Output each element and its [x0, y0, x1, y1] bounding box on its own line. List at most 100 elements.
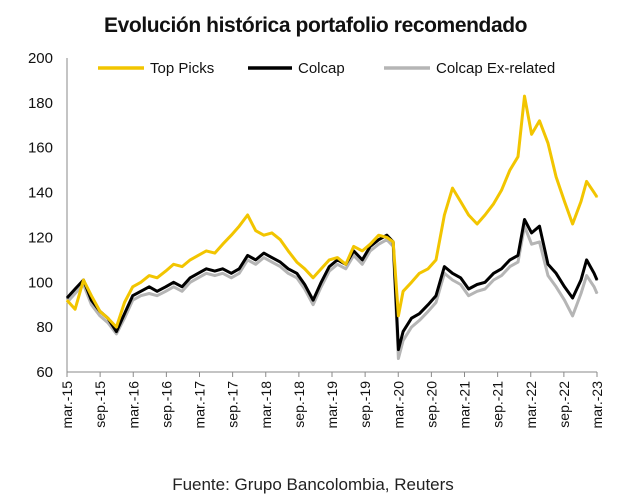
data-point [189, 281, 191, 283]
legend-item-colcap-ex-related: Colcap Ex-related [384, 60, 555, 77]
data-point [386, 236, 388, 238]
data-point [328, 270, 330, 272]
data-point [493, 272, 495, 274]
x-tick-label: mar.-16 [125, 381, 141, 429]
data-point [361, 259, 363, 261]
data-point [410, 317, 413, 319]
data-point [107, 322, 109, 324]
data-point [296, 261, 298, 263]
legend-item-colcap: Colcap [248, 60, 345, 77]
x-tick-label: sep.-18 [291, 381, 307, 428]
data-point [484, 214, 486, 216]
data-point [90, 304, 92, 306]
data-point [586, 275, 588, 277]
data-point [468, 288, 470, 290]
data-point [165, 286, 167, 288]
data-point [353, 254, 355, 256]
data-point [435, 295, 437, 297]
data-point [247, 254, 249, 256]
legend-item-top-picks: Top Picks [98, 60, 214, 77]
data-point [509, 169, 511, 171]
data-point [156, 295, 158, 297]
data-point [353, 245, 355, 247]
data-point [378, 239, 380, 241]
data-point [205, 250, 207, 252]
series-layer [65, 94, 599, 360]
data-point [596, 292, 598, 295]
data-point [538, 120, 541, 122]
x-tick-label: mar.-23 [589, 381, 605, 429]
data-point [107, 317, 109, 319]
data-point [572, 223, 574, 225]
y-tick-label: 200 [28, 50, 53, 67]
y-tick-label: 120 [28, 229, 53, 246]
data-point [123, 313, 126, 315]
y-tick-label: 100 [28, 274, 53, 291]
data-point [205, 272, 207, 274]
data-point [230, 234, 232, 236]
data-point [312, 304, 314, 306]
data-point [214, 270, 216, 272]
data-point [247, 214, 249, 216]
data-point [90, 295, 92, 297]
data-point [263, 252, 265, 254]
legend-label: Colcap Ex-related [436, 60, 555, 77]
data-point [312, 299, 314, 301]
data-point [580, 279, 582, 281]
data-point [214, 275, 216, 277]
series-points-top-picks [66, 95, 598, 328]
data-point [132, 286, 134, 288]
data-point [460, 283, 462, 286]
data-point [509, 259, 511, 261]
data-point [538, 241, 541, 243]
x-tick-label: mar.-19 [324, 381, 340, 429]
series-line-top-picks [65, 94, 599, 329]
data-point [460, 200, 462, 203]
data-point [418, 272, 420, 274]
data-point [74, 292, 76, 295]
data-point [586, 259, 588, 261]
series-points-colcap [66, 218, 598, 351]
y-tick-label: 160 [28, 140, 53, 157]
data-point [296, 277, 298, 279]
chart-title: Evolución histórica portafolio recomenda… [104, 14, 528, 37]
data-point [328, 266, 330, 268]
data-point [263, 257, 265, 259]
data-point [531, 243, 533, 245]
data-point [476, 283, 478, 286]
data-point [517, 254, 519, 256]
data-point [586, 180, 588, 182]
y-tick-label: 60 [36, 364, 53, 381]
data-point [468, 295, 470, 297]
data-point [547, 275, 549, 277]
data-point [580, 200, 582, 203]
source-note: Fuente: Grupo Bancolombia, Reuters [172, 475, 454, 494]
data-point [115, 326, 117, 328]
data-point [500, 275, 503, 277]
data-point [279, 266, 281, 268]
data-point [427, 304, 429, 306]
data-point [263, 234, 265, 236]
data-point [320, 268, 322, 270]
data-point [397, 349, 399, 351]
data-point [115, 331, 117, 333]
data-point [500, 268, 503, 270]
data-point [156, 277, 158, 279]
data-point [222, 272, 224, 274]
data-point [165, 290, 167, 292]
data-point [173, 263, 175, 265]
data-point [517, 156, 519, 158]
data-point [402, 331, 404, 333]
data-point [132, 295, 134, 297]
data-point [173, 286, 175, 288]
data-point [563, 299, 566, 301]
data-point [345, 263, 347, 265]
y-tick-label: 140 [28, 185, 53, 202]
legend: Top Picks Colcap Colcap Ex-related [98, 60, 555, 77]
data-point [555, 286, 557, 288]
data-point [271, 232, 273, 234]
data-point [148, 286, 150, 288]
data-point [255, 230, 257, 232]
data-point [271, 257, 273, 259]
